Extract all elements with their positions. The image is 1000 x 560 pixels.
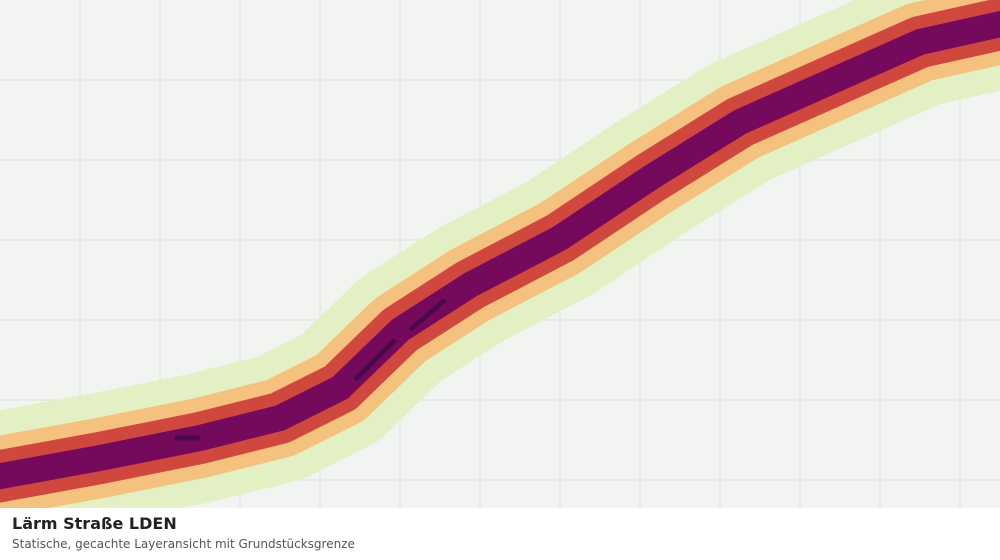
layer-title: Lärm Straße LDEN [12, 514, 177, 533]
band-max [175, 298, 447, 441]
layer-subtitle: Statische, gecachte Layeransicht mit Gru… [12, 537, 355, 551]
noise-bands [0, 0, 1000, 508]
caption: Lärm Straße LDEN Statische, gecachte Lay… [0, 508, 1000, 560]
noise-map [0, 0, 1000, 508]
